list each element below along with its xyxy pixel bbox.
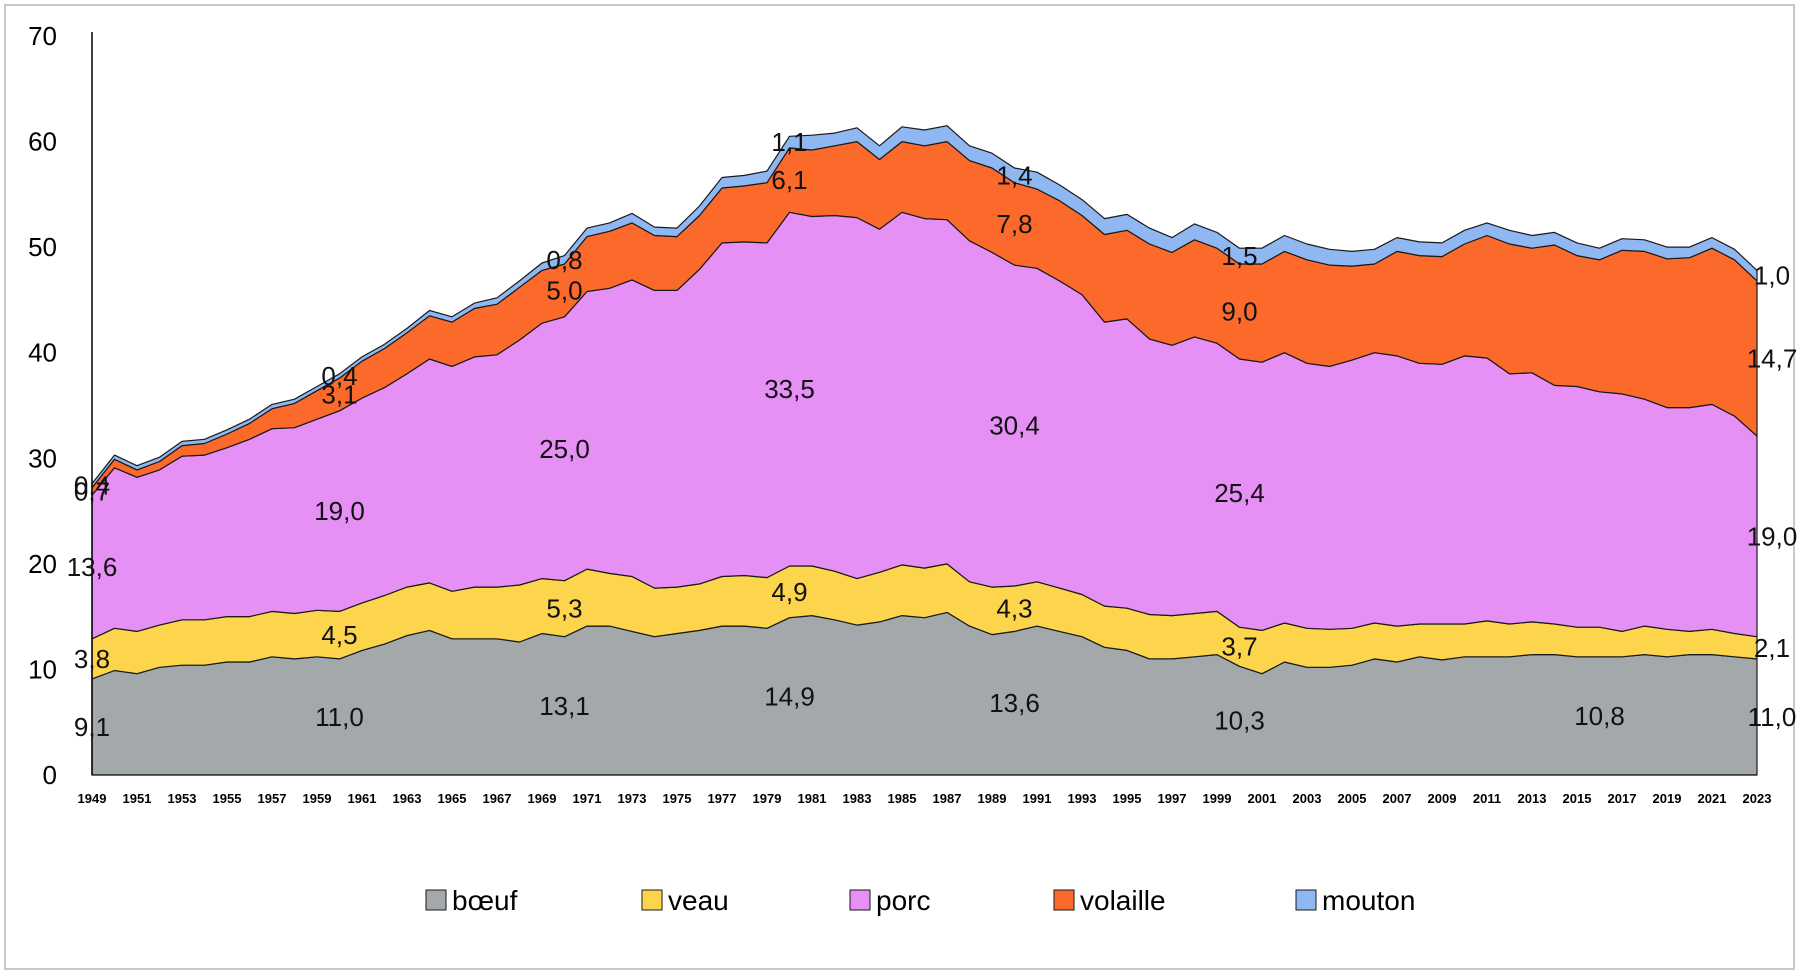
y-tick-label: 60	[28, 127, 57, 157]
x-tick-label: 1999	[1203, 791, 1232, 806]
data-label: 5,0	[546, 275, 582, 305]
x-tick-label: 1965	[438, 791, 467, 806]
data-label: 4,5	[321, 620, 357, 650]
data-label: 6,1	[771, 165, 807, 195]
data-label: 0,4	[321, 361, 357, 391]
data-label: 1,5	[1221, 241, 1257, 271]
data-label: 3,7	[1221, 632, 1257, 662]
x-tick-label: 2007	[1383, 791, 1412, 806]
data-label-layer: 9,1 11,0 13,1 14,9 13,6 10,3 10,8 11,0 3,8 4,5 5,3…	[67, 127, 1798, 742]
x-tick-label: 1969	[528, 791, 557, 806]
y-tick-label: 10	[28, 654, 57, 684]
x-tick-label: 2003	[1293, 791, 1322, 806]
data-label: 1,4	[996, 160, 1032, 190]
x-tick-label: 2005	[1338, 791, 1367, 806]
x-tick-label: 2001	[1248, 791, 1277, 806]
data-label: 5,3	[546, 594, 582, 624]
data-label: 19,0	[314, 496, 365, 526]
data-label: 4,9	[771, 577, 807, 607]
data-label: 2,1	[1754, 633, 1790, 663]
x-tick-label: 1985	[888, 791, 917, 806]
data-label: 9,1	[74, 712, 110, 742]
legend-swatch-boeuf	[425, 889, 447, 911]
legend-swatch-porc	[849, 889, 871, 911]
area-mouton	[91, 125, 1758, 489]
data-label: 13,1	[539, 691, 590, 721]
legend-label-boeuf: bœuf	[452, 885, 518, 916]
x-tick-label: 1991	[1023, 791, 1052, 806]
x-tick-label: 1975	[663, 791, 692, 806]
y-tick-label: 0	[43, 760, 57, 790]
y-tick-label: 20	[28, 549, 57, 579]
x-tick-label: 1981	[798, 791, 827, 806]
y-tick-label: 50	[28, 232, 57, 262]
x-tick-label: 1957	[258, 791, 287, 806]
legend-label-volaille: volaille	[1080, 885, 1166, 916]
x-tick-label: 2011	[1473, 791, 1501, 806]
x-tick-label: 1973	[618, 791, 647, 806]
y-tick-label: 40	[28, 338, 57, 368]
x-tick-label: 2021	[1698, 791, 1727, 806]
x-tick-label: 1963	[393, 791, 422, 806]
x-tick-label: 1995	[1113, 791, 1142, 806]
legend-label-mouton: mouton	[1322, 885, 1415, 916]
data-label: 3,8	[74, 644, 110, 674]
data-label: 14,9	[764, 681, 815, 711]
x-tick-label: 1987	[933, 791, 962, 806]
x-tick-label: 1971	[573, 791, 602, 806]
legend-swatch-mouton	[1295, 889, 1317, 911]
data-label: 4,3	[996, 594, 1032, 624]
data-label: 25,0	[539, 434, 590, 464]
x-tick-label: 2017	[1608, 791, 1637, 806]
x-tick-label: 1989	[978, 791, 1007, 806]
y-tick-label: 30	[28, 443, 57, 473]
x-tick-label: 2015	[1563, 791, 1592, 806]
data-label: 14,7	[1747, 344, 1798, 374]
data-label: 1,1	[771, 127, 807, 157]
legend-label-veau: veau	[668, 885, 729, 916]
data-label: 33,5	[764, 374, 815, 404]
legend-label-porc: porc	[876, 885, 930, 916]
data-label: 10,8	[1574, 701, 1625, 731]
data-label: 13,6	[989, 688, 1040, 718]
x-tick-label: 1997	[1158, 791, 1187, 806]
x-tick-label: 2013	[1518, 791, 1547, 806]
x-tick-label: 1955	[213, 791, 242, 806]
data-label: 0,8	[546, 245, 582, 275]
data-label: 9,0	[1221, 297, 1257, 327]
data-label: 25,4	[1214, 478, 1265, 508]
x-tick-label: 1953	[168, 791, 197, 806]
x-tick-label: 2009	[1428, 791, 1457, 806]
x-tick-label: 1951	[123, 791, 152, 806]
data-label: 0,4	[74, 471, 110, 501]
data-label: 7,8	[996, 209, 1032, 239]
data-label: 3,1	[321, 379, 357, 409]
legend-swatch-volaille	[1053, 889, 1075, 911]
data-label: 10,3	[1214, 706, 1265, 736]
x-tick-label: 1961	[348, 791, 377, 806]
x-tick-label: 2019	[1653, 791, 1682, 806]
axes-layer: 0 10 20 30 40 50 60 70 1949 1951 1953 1955 1957 1959 1…	[28, 21, 1771, 806]
data-label: 13,6	[67, 552, 118, 582]
legend: bœuf veau porc volaille mouton	[425, 885, 1415, 916]
x-tick-label: 1967	[483, 791, 512, 806]
x-tick-label: 2023	[1743, 791, 1772, 806]
x-tick-label: 1979	[753, 791, 782, 806]
data-label: 19,0	[1747, 521, 1798, 551]
x-tick-label: 1993	[1068, 791, 1097, 806]
area-layer	[91, 125, 1758, 776]
x-tick-label: 1977	[708, 791, 737, 806]
legend-swatch-veau	[641, 889, 663, 911]
data-label: 11,0	[1748, 702, 1797, 732]
data-label: 11,0	[315, 702, 364, 732]
data-label: 0,7	[74, 477, 110, 507]
y-tick-label: 70	[28, 21, 57, 51]
data-label: 1,0	[1754, 261, 1790, 291]
x-tick-label: 1949	[78, 791, 107, 806]
x-tick-label: 1983	[843, 791, 872, 806]
data-label: 30,4	[989, 411, 1040, 441]
x-tick-label: 1959	[303, 791, 332, 806]
